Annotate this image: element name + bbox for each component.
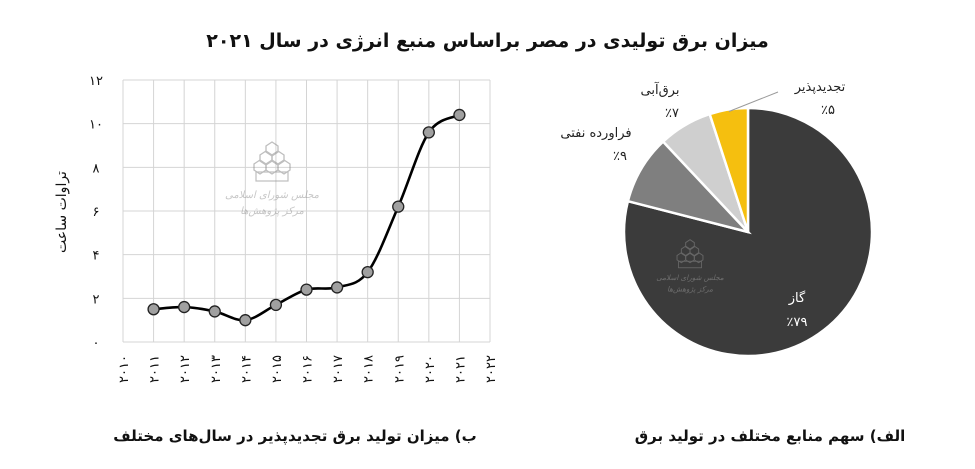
watermark-logo: مجلس شورای اسلامی مرکز پژوهش‌ها (225, 141, 320, 217)
x-tick-label: ۲۰۲۱ (453, 355, 468, 383)
x-tick-label: ۲۰۱۷ (331, 355, 346, 383)
slice-label: گاز (788, 290, 806, 306)
slice-label: فراورده نفتی (560, 126, 631, 141)
pie-chart-caption: الف) سهم منابع مختلف در تولید برق (634, 427, 906, 445)
data-point (239, 314, 252, 327)
slice-value-label: ٪۷ (665, 106, 679, 121)
x-tick-label: ۲۰۱۳ (209, 355, 224, 383)
x-tick-label: ۲۰۲۲ (484, 355, 499, 383)
data-point (269, 298, 283, 312)
data-point (208, 305, 221, 318)
watermark-logo: مجلس شورای اسلامی مرکز پژوهش‌ها (656, 239, 724, 294)
x-tick-label: ۲۰۱۵ (270, 355, 285, 383)
y-tick-label: ۱۰ (89, 118, 103, 133)
watermark-line1: مجلس شورای اسلامی (225, 190, 320, 201)
watermark-line2: مرکز پژوهش‌ها (240, 206, 304, 217)
watermark-line1: مجلس شورای اسلامی (656, 273, 724, 282)
x-tick-label: ۲۰۱۸ (362, 355, 377, 383)
slice-value-label: ٪۹ (613, 149, 627, 164)
slice-value-label: ٪۵ (821, 103, 835, 118)
x-tick-label: ۲۰۱۴ (239, 355, 254, 383)
data-point (392, 200, 405, 213)
slice-label: برق‌آبی (641, 81, 680, 98)
data-point (422, 126, 435, 139)
y-tick-label: ۱۲ (89, 74, 103, 89)
data-point (300, 283, 313, 296)
x-tick-label: ۲۰۲۰ (423, 355, 438, 383)
slice-value-label: ٪۷۹ (787, 315, 808, 330)
y-axis-label: تراوات ساعت (54, 171, 70, 253)
data-point (147, 303, 160, 316)
x-tick-label: ۲۰۱۶ (301, 355, 316, 383)
data-point (330, 281, 344, 294)
pie-slice (708, 106, 750, 233)
y-tick-label: ۶ (93, 205, 100, 220)
figure-title: میزان برق تولیدی در مصر براساس منبع انرژ… (206, 30, 769, 52)
data-point (361, 265, 374, 279)
line-chart: ۰ ۲ ۴ ۶ ۸ ۱۰ ۱۲ ۲۰۱۰ ۲۰۱۱ ۲۰۱۲ ۲۰۱۳ ۲۰۱۴ ۲۰۱۵ ۲۰۱۶ ۲۰۱… (54, 74, 499, 383)
leader-line (728, 91, 779, 112)
line-chart-caption: ب) میزان تولید برق تجدیدپذیر در سال‌های … (113, 427, 477, 445)
y-tick-label: ۴ (93, 249, 100, 264)
y-tick-label: ۲ (93, 292, 100, 307)
data-point (178, 300, 191, 314)
x-tick-label: ۲۰۱۱ (148, 355, 163, 383)
x-tick-label: ۲۰۱۰ (117, 355, 132, 383)
y-tick-label: ۸ (93, 161, 100, 176)
watermark-line2: مرکز پژوهش‌ها (667, 285, 713, 294)
data-point (453, 108, 466, 122)
pie-chart: مجلس شورای اسلامی مرکز پژوهش‌ها گاز ٪۷۹ فراو… (560, 80, 874, 358)
y-tick-label: ۰ (93, 336, 100, 351)
x-tick-label: ۲۰۱۲ (178, 355, 193, 383)
slice-label: تجدیدپذیر (794, 80, 846, 95)
x-tick-label: ۲۰۱۹ (392, 355, 407, 383)
